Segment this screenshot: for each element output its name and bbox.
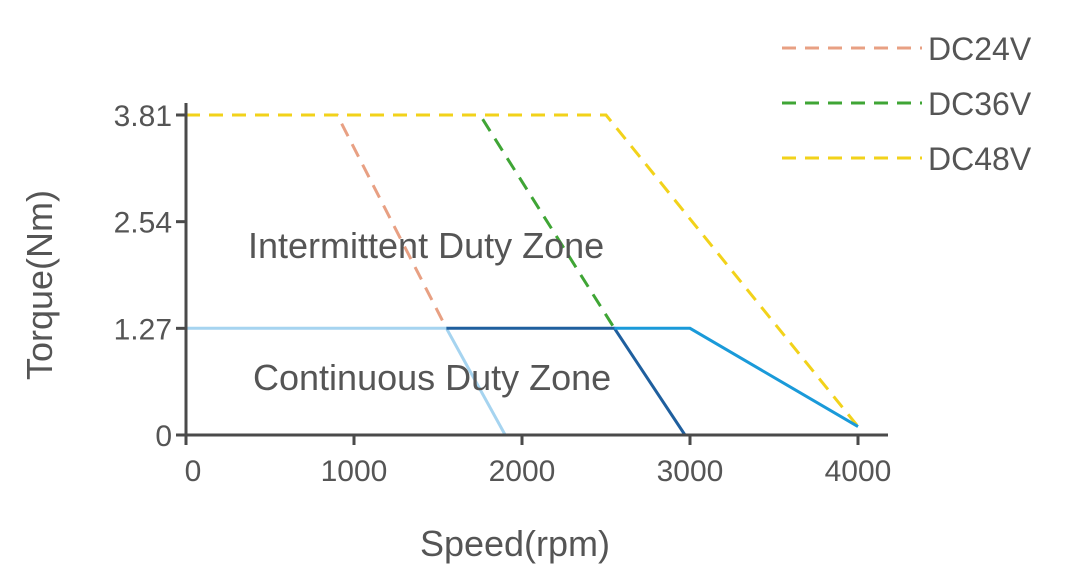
x-axis-title: Speed(rpm) [420, 523, 610, 564]
y-tick-label: 3.81 [114, 100, 172, 133]
legend-label-dc36v: DC36V [928, 86, 1032, 122]
x-tick-label: 2000 [489, 455, 556, 488]
x-tick-label: 4000 [825, 455, 892, 488]
series-line-dc36v [186, 113, 616, 330]
series-line-dc24v [186, 113, 448, 329]
x-tick-label: 0 [185, 455, 202, 488]
series-line-dc48v [186, 113, 860, 428]
continuous-zone-label: Continuous Duty Zone [253, 357, 611, 398]
x-tick-label: 1000 [321, 455, 388, 488]
x-tick-label: 3000 [657, 455, 724, 488]
legend-label-dc24v: DC24V [928, 31, 1032, 67]
y-tick-label: 1.27 [114, 313, 172, 346]
continuous-boundary-line-6 [614, 326, 859, 428]
intermittent-zone-label: Intermittent Duty Zone [248, 225, 604, 266]
y-axis-title: Torque(Nm) [19, 190, 60, 380]
legend-label-dc48v: DC48V [928, 141, 1032, 177]
y-tick-label: 2.54 [114, 207, 172, 240]
y-tick-label: 0 [155, 420, 172, 453]
